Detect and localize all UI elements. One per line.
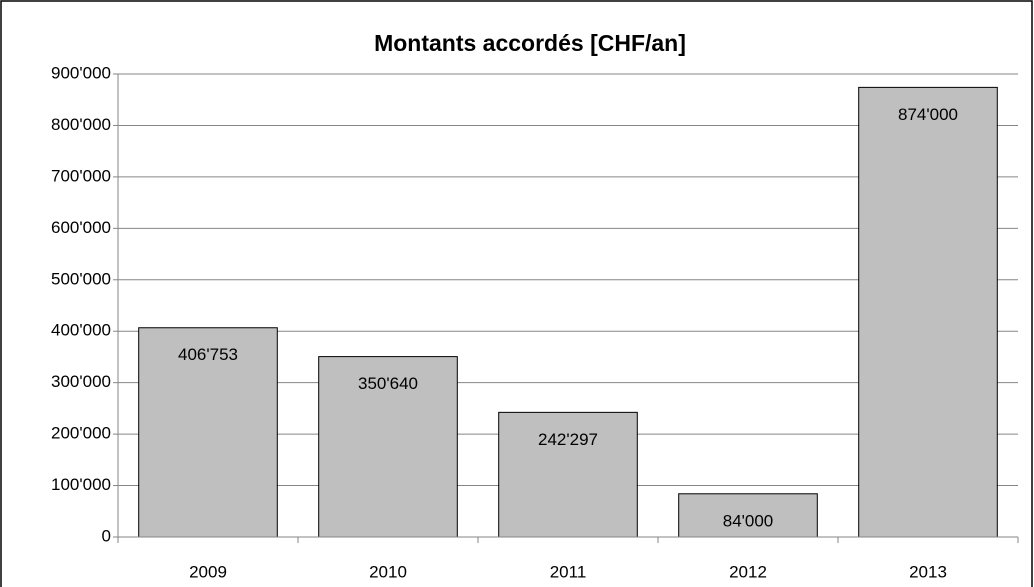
x-tick-label: 2012 [729, 562, 767, 581]
data-label: 350'640 [358, 374, 418, 393]
x-tick-label: 2013 [909, 562, 947, 581]
data-label: 874'000 [898, 105, 958, 124]
y-tick-label: 500'000 [51, 269, 111, 288]
data-label: 406'753 [178, 345, 238, 364]
y-tick-label: 200'000 [51, 424, 111, 443]
y-tick-label: 700'000 [51, 166, 111, 185]
data-label: 242'297 [538, 430, 598, 449]
x-tick-label: 2010 [369, 562, 407, 581]
y-tick-label: 0 [102, 526, 111, 545]
bar [318, 356, 458, 538]
y-tick-label: 100'000 [51, 475, 111, 494]
chart-title: Montants accordés [CHF/an] [374, 30, 686, 56]
y-tick-label: 800'000 [51, 115, 111, 134]
bar [138, 327, 278, 538]
y-tick-label: 600'000 [51, 218, 111, 237]
bar [858, 86, 998, 538]
data-label: 84'000 [723, 511, 774, 530]
y-tick-label: 300'000 [51, 372, 111, 391]
x-tick-label: 2009 [189, 562, 227, 581]
bar [678, 493, 818, 538]
y-tick-label: 400'000 [51, 321, 111, 340]
y-tick-label: 900'000 [51, 63, 111, 82]
x-tick-label: 2011 [550, 562, 587, 581]
